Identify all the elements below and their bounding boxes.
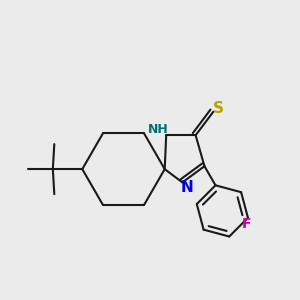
Text: N: N — [180, 180, 193, 195]
Text: S: S — [213, 101, 224, 116]
Text: NH: NH — [148, 124, 168, 136]
Text: F: F — [242, 217, 251, 231]
